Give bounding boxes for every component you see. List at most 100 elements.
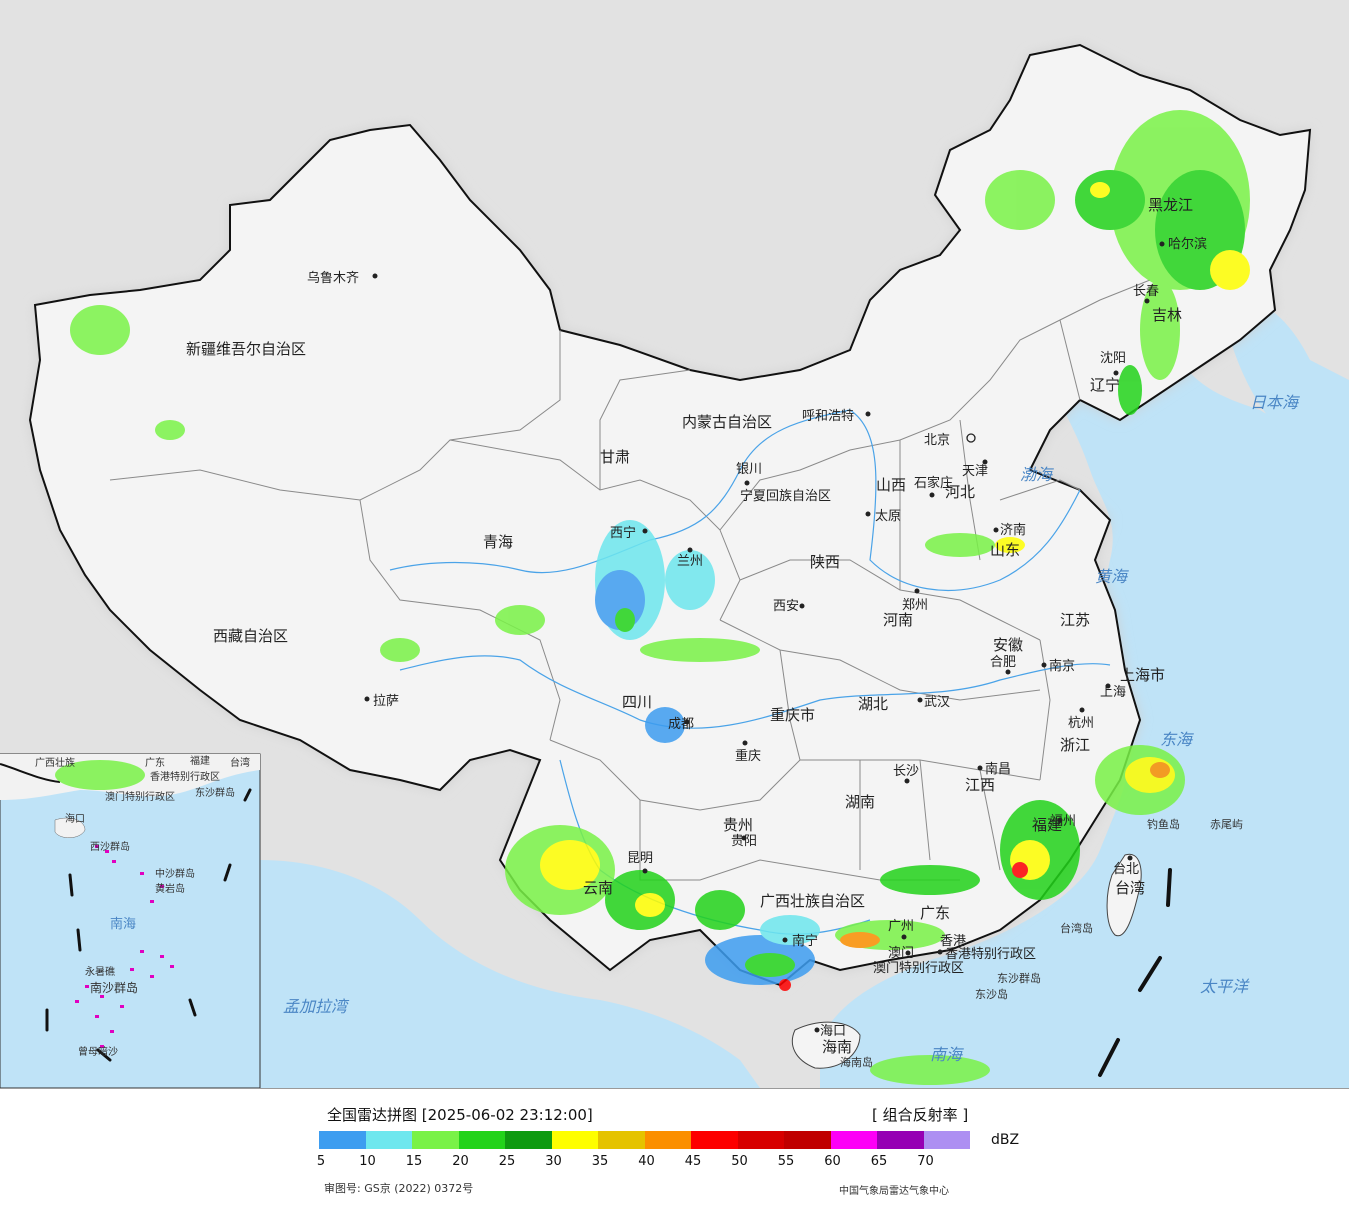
sea-bohai: 渤海 <box>1020 465 1054 484</box>
svg-text:中沙群岛: 中沙群岛 <box>155 867 195 880</box>
color-bar-tick: 65 <box>870 1154 888 1169</box>
city-nanchang: 南昌 <box>985 761 1011 777</box>
color-bar-tick: 30 <box>545 1154 562 1169</box>
city-beijing: 北京 <box>924 433 950 448</box>
color-bar-tick: 15 <box>405 1154 423 1169</box>
color-swatch <box>458 1131 505 1149</box>
label-neimenggu: 内蒙古自治区 <box>682 413 772 431</box>
svg-text:南海: 南海 <box>110 916 136 932</box>
ocean-areas <box>260 298 1349 1088</box>
label-xinjiang: 新疆维吾尔自治区 <box>186 340 306 358</box>
city-chongqing: 重庆 <box>735 748 761 764</box>
label-liaoning: 辽宁 <box>1090 376 1120 394</box>
color-bar-tick: 5 <box>316 1154 326 1169</box>
city-markers <box>364 241 1165 1033</box>
city-shanghai: 上海 <box>1100 685 1126 700</box>
svg-text:曾母暗沙: 曾母暗沙 <box>78 1045 118 1058</box>
sea-donghai: 东海 <box>1160 730 1194 749</box>
svg-text:广西壮族: 广西壮族 <box>35 756 75 769</box>
city-harbin: 哈尔滨 <box>1168 236 1207 252</box>
city-nanning: 南宁 <box>792 933 818 949</box>
approval-number: 审图号: GS京 (2022) 0372号 <box>324 1182 474 1195</box>
city-hangzhou: 杭州 <box>1068 716 1094 731</box>
svg-text:广东: 广东 <box>145 756 165 769</box>
label-guizhou: 贵州 <box>723 816 753 834</box>
sea-bengal: 孟加拉湾 <box>283 997 350 1016</box>
color-bar <box>319 1131 970 1149</box>
color-bar-tick: 35 <box>591 1154 609 1169</box>
label-fujian: 福建 <box>1032 816 1062 834</box>
product-name: [ 组合反射率 ] <box>872 1106 969 1124</box>
city-yinchuan: 银川 <box>736 462 762 477</box>
city-lanzhou: 兰州 <box>677 554 703 569</box>
city-tianjin: 天津 <box>962 464 988 479</box>
color-bar-tick: 45 <box>684 1154 702 1169</box>
island-diaoyu: 钓鱼岛 <box>1147 817 1180 831</box>
label-hongkong: 香港特别行政区 <box>945 947 1036 962</box>
sea-japan: 日本海 <box>1250 393 1300 412</box>
label-shanxi: 山西 <box>876 476 906 494</box>
city-urumqi: 乌鲁木齐 <box>307 270 359 286</box>
city-chengdu: 成都 <box>668 717 694 732</box>
city-hongkong: 香港 <box>940 934 966 949</box>
label-gansu: 甘肃 <box>600 448 630 466</box>
island-dongsha-group: 东沙群岛 <box>997 971 1041 985</box>
city-kunming: 昆明 <box>627 851 653 866</box>
label-chongqing: 重庆市 <box>770 706 815 724</box>
label-henan: 河南 <box>883 611 913 629</box>
label-hebei: 河北 <box>945 483 975 501</box>
color-swatch <box>923 1131 970 1149</box>
label-macau: 澳门特别行政区 <box>873 960 964 976</box>
city-nanjing: 南京 <box>1049 658 1075 674</box>
color-bar-tick: 25 <box>498 1154 516 1169</box>
city-taipei: 台北 <box>1113 862 1139 877</box>
color-bar-tick: 60 <box>824 1154 841 1169</box>
city-hohhot: 呼和浩特 <box>802 409 854 424</box>
city-fuzhou: 福州 <box>1050 814 1076 829</box>
sea-pacific: 太平洋 <box>1200 977 1250 996</box>
city-guiyang: 贵阳 <box>731 834 757 849</box>
color-bar-tick: 10 <box>359 1154 376 1169</box>
label-taiwan: 台湾 <box>1115 879 1145 897</box>
label-sichuan: 四川 <box>622 693 652 711</box>
island-hainan: 海南岛 <box>840 1055 873 1069</box>
label-heilongjiang: 黑龙江 <box>1148 196 1193 214</box>
city-macau: 澳门 <box>888 945 914 961</box>
svg-text:澳门特别行政区: 澳门特别行政区 <box>105 790 175 803</box>
color-swatch <box>737 1131 784 1149</box>
svg-text:东沙群岛: 东沙群岛 <box>195 786 235 799</box>
svg-text:福建: 福建 <box>190 754 210 767</box>
color-bar-tick: 20 <box>452 1154 469 1169</box>
city-changsha: 长沙 <box>893 764 919 779</box>
label-qinghai: 青海 <box>483 533 513 551</box>
color-swatch <box>319 1131 366 1149</box>
label-jiangxi: 江西 <box>965 776 995 794</box>
label-xizang: 西藏自治区 <box>213 627 288 645</box>
color-swatch <box>598 1131 645 1149</box>
unit-label: dBZ <box>991 1132 1020 1148</box>
label-shaanxi: 陕西 <box>810 553 840 571</box>
city-haikou: 海口 <box>820 1024 846 1039</box>
svg-text:南沙群岛: 南沙群岛 <box>90 980 138 995</box>
city-wuhan: 武汉 <box>924 695 950 710</box>
color-swatch <box>365 1131 412 1149</box>
city-hefei: 合肥 <box>990 655 1016 670</box>
svg-text:永暑礁: 永暑礁 <box>85 965 115 978</box>
radar-echoes <box>55 110 1250 1085</box>
south-china-sea-inset <box>0 753 261 1088</box>
city-xining: 西宁 <box>610 525 636 541</box>
legend-title: 全国雷达拼图 [2025-06-02 23:12:00] <box>327 1106 593 1124</box>
svg-text:西沙群岛: 西沙群岛 <box>90 840 130 853</box>
sea-nanhai: 南海 <box>930 1045 964 1064</box>
island-taiwan: 台湾岛 <box>1060 921 1093 935</box>
color-swatch <box>784 1131 831 1149</box>
label-zhejiang: 浙江 <box>1060 736 1090 754</box>
color-swatch <box>551 1131 598 1149</box>
city-taiyuan: 太原 <box>875 509 901 524</box>
label-jilin: 吉林 <box>1152 306 1182 324</box>
svg-text:海口: 海口 <box>65 812 85 825</box>
color-swatch <box>877 1131 924 1149</box>
color-bar-tick: 70 <box>917 1154 934 1169</box>
taiwan-island <box>1106 853 1142 937</box>
color-swatch <box>830 1131 877 1149</box>
